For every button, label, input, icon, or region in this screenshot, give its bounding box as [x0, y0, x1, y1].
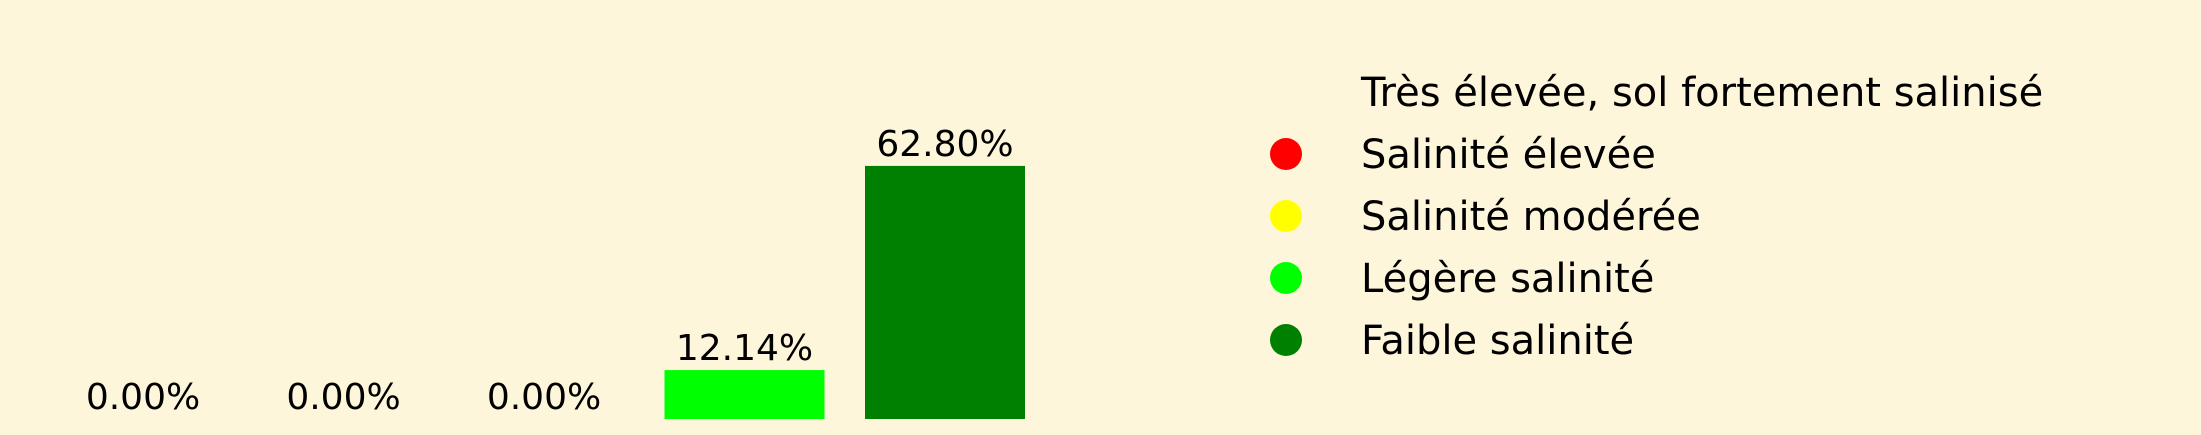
legend-label-0: Très élevée, sol fortement salinisé: [1360, 70, 2043, 116]
legend-item-3: Légère salinité: [1270, 256, 1654, 302]
bar-3: [664, 370, 825, 419]
value-labels-group: 0.00% 0.00% 0.00% 12.14% 62.80%: [86, 124, 1014, 418]
legend-label-4: Faible salinité: [1361, 318, 1634, 364]
value-label-0: 0.00%: [86, 377, 200, 418]
legend-marker-2: [1270, 200, 1302, 232]
bars-group: [664, 165, 1025, 419]
legend: Très élevée, sol fortement salinisé Salin…: [1270, 70, 2043, 364]
legend-label-1: Salinité élevée: [1361, 132, 1656, 178]
legend-item-1: Salinité élevée: [1270, 132, 1656, 178]
legend-marker-0: [1270, 76, 1302, 108]
value-label-3: 12.14%: [676, 328, 813, 369]
bar-4: [865, 165, 1025, 419]
legend-marker-4: [1270, 324, 1302, 356]
legend-item-4: Faible salinité: [1270, 318, 1634, 364]
value-label-4: 62.80%: [876, 124, 1013, 165]
legend-item-0: Très élevée, sol fortement salinisé: [1270, 70, 2043, 116]
legend-label-3: Légère salinité: [1361, 256, 1654, 302]
legend-marker-1: [1270, 138, 1302, 170]
legend-marker-3: [1270, 262, 1302, 294]
legend-label-2: Salinité modérée: [1361, 194, 1701, 240]
legend-item-2: Salinité modérée: [1270, 194, 1701, 240]
value-label-2: 0.00%: [487, 377, 601, 418]
value-label-1: 0.00%: [286, 377, 400, 418]
